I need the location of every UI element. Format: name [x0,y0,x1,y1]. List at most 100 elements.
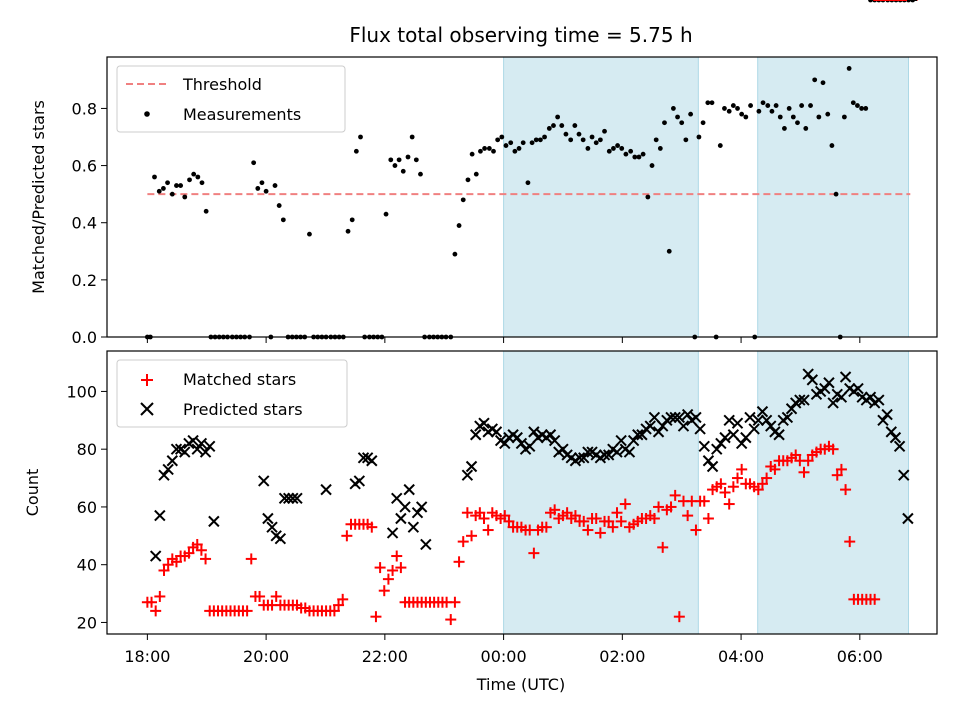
matched-star-point [146,596,158,608]
legend-threshold-label: Threshold [182,75,262,94]
predicted-star-point [839,371,852,383]
predicted-star-point [873,394,885,406]
measurement-point [628,148,634,154]
predicted-star-point [898,469,910,481]
predicted-stars-points [149,0,918,562]
top-legend: Threshold Measurements [116,65,346,133]
measurement-point [568,137,574,143]
measurement-point [645,194,651,200]
measurement-point [808,103,813,108]
predicted-star-point [490,426,503,438]
predicted-star-point [578,452,590,464]
measurement-point [396,157,402,163]
measurement-point [786,106,792,111]
measurement-point [683,137,689,143]
measurement-point [349,217,355,223]
measurement-point [486,146,492,151]
measurement-point [657,146,663,151]
predicted-star-point [573,452,586,464]
predicted-star-point [403,483,415,496]
predicted-star-point [806,374,819,386]
predicted-star-point [681,408,694,421]
bottom-observing-windows [503,350,910,635]
predicted-star-point [399,501,411,513]
measurement-point [405,154,411,160]
measurement-point [512,148,518,154]
y-tick-label: 0.0 [72,328,97,347]
measurement-point [611,146,616,151]
matched-star-point [594,527,606,539]
measurement-point [606,148,612,154]
measurement-point [868,0,873,3]
top-y-axis-label: Matched/Predicted stars [29,100,48,294]
measurement-point [572,123,578,128]
measurement-point [615,143,620,148]
matched-star-point [769,463,781,475]
x-tick-label: 22:00 [362,647,408,666]
matched-star-point [736,463,748,475]
measurement-point [632,154,638,160]
measurement-point [182,194,188,200]
predicted-star-point [698,440,710,453]
predicted-star-point [760,414,773,427]
measurement-point [709,100,715,106]
predicted-star-point [320,483,332,496]
measurement-point [495,137,501,143]
matched-star-point [835,463,847,475]
predicted-star-point [557,443,569,455]
predicted-star-point [765,420,777,432]
x-tick-label: 04:00 [718,647,764,666]
measurement-point [165,180,170,186]
predicted-star-point [885,426,897,438]
predicted-star-point [278,492,291,504]
matched-star-point [578,515,590,527]
predicted-star-point [602,449,615,461]
predicted-star-point [819,382,831,395]
predicted-star-point [719,431,731,444]
predicted-star-point [893,440,906,453]
predicted-star-point [827,397,839,409]
predicted-star-point [632,429,644,441]
measurement-point [833,191,839,197]
top-legend-box [116,65,346,133]
matched-star-point [499,510,511,522]
measurement-point [491,148,496,154]
measurement-point [345,228,351,234]
measurement-point [152,174,157,180]
measurement-point [169,191,175,197]
predicted-star-point [199,446,212,458]
matched-star-point [341,530,353,542]
measurement-point [255,186,261,191]
predicted-star-point [158,469,170,481]
measurement-point [276,203,282,208]
measurement-point [460,197,466,203]
top-y-ticks: 0.0 0.2 0.4 0.6 0.8 [72,99,107,347]
matched-star-point [503,515,515,527]
measurement-point [473,171,479,177]
measurement-point [307,231,312,237]
predicted-star-point [544,429,557,441]
predicted-star-point [902,512,914,525]
measurement-point [409,134,415,140]
measurement-point [452,251,458,257]
matched-star-point [619,498,631,510]
predicted-star-point [411,507,424,519]
predicted-star-point [195,437,208,450]
predicted-star-point [469,429,482,441]
measurement-point [383,211,389,217]
x-tick-label: 18:00 [124,647,170,666]
matched-star-point [466,530,478,542]
matched-star-point [453,556,465,568]
predicted-star-point [781,411,794,424]
predicted-star-point [154,509,166,522]
matched-star-point [457,536,469,548]
matched-star-point [150,605,162,617]
measurement-point [666,248,672,254]
measurement-point [259,180,265,186]
predicted-star-point [548,434,561,447]
y-tick-label: 0.8 [72,99,97,118]
matched-star-point [328,605,340,617]
measurement-point [503,143,509,148]
measurement-point [726,108,732,114]
matched-star-point [528,547,540,559]
